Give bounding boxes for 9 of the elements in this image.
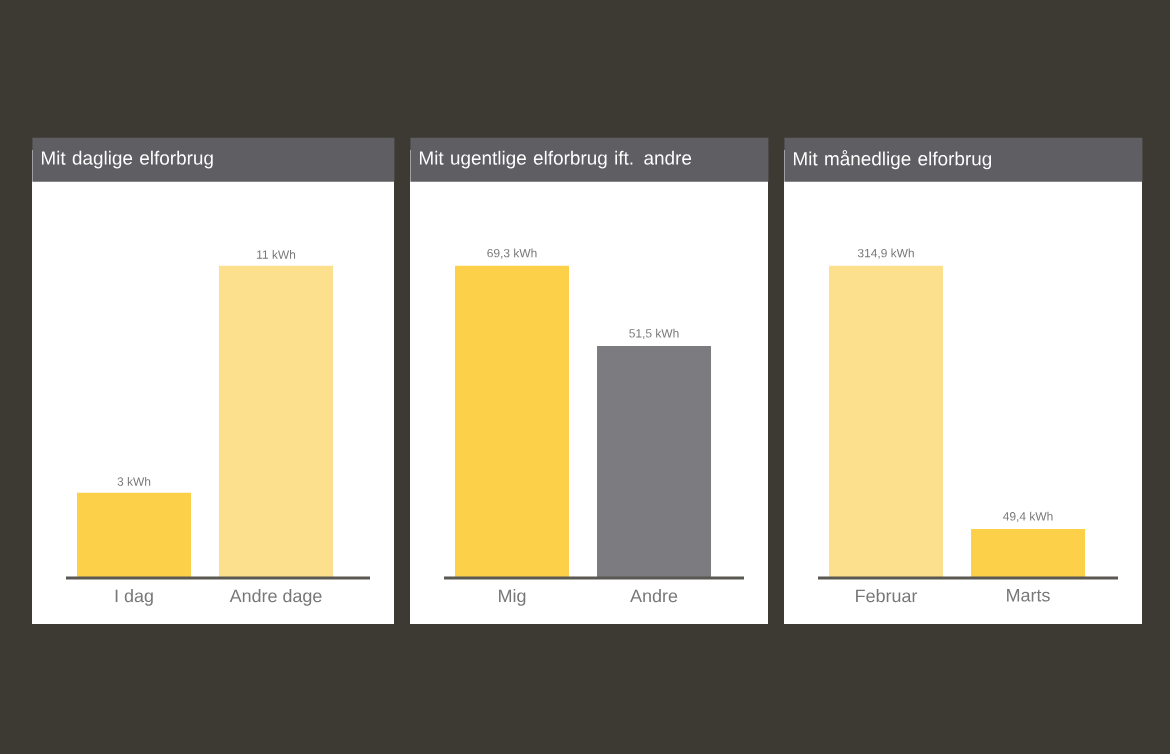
- x-tick-label: Andre: [630, 589, 678, 603]
- chart-title: Mit daglige elforbrug: [41, 150, 213, 169]
- chart-title: Mit ugentlige elforbrug ift. andre: [419, 150, 692, 169]
- x-tick-label: I dag: [115, 589, 153, 606]
- x-tick-label: Andre dage: [229, 589, 322, 606]
- x-tick-label: Mig: [499, 589, 526, 606]
- x-tick-label: Marts: [1007, 589, 1050, 602]
- chart-title: Mit månedlige elforbrug: [793, 150, 992, 170]
- x-tick-label: Februar: [856, 589, 918, 603]
